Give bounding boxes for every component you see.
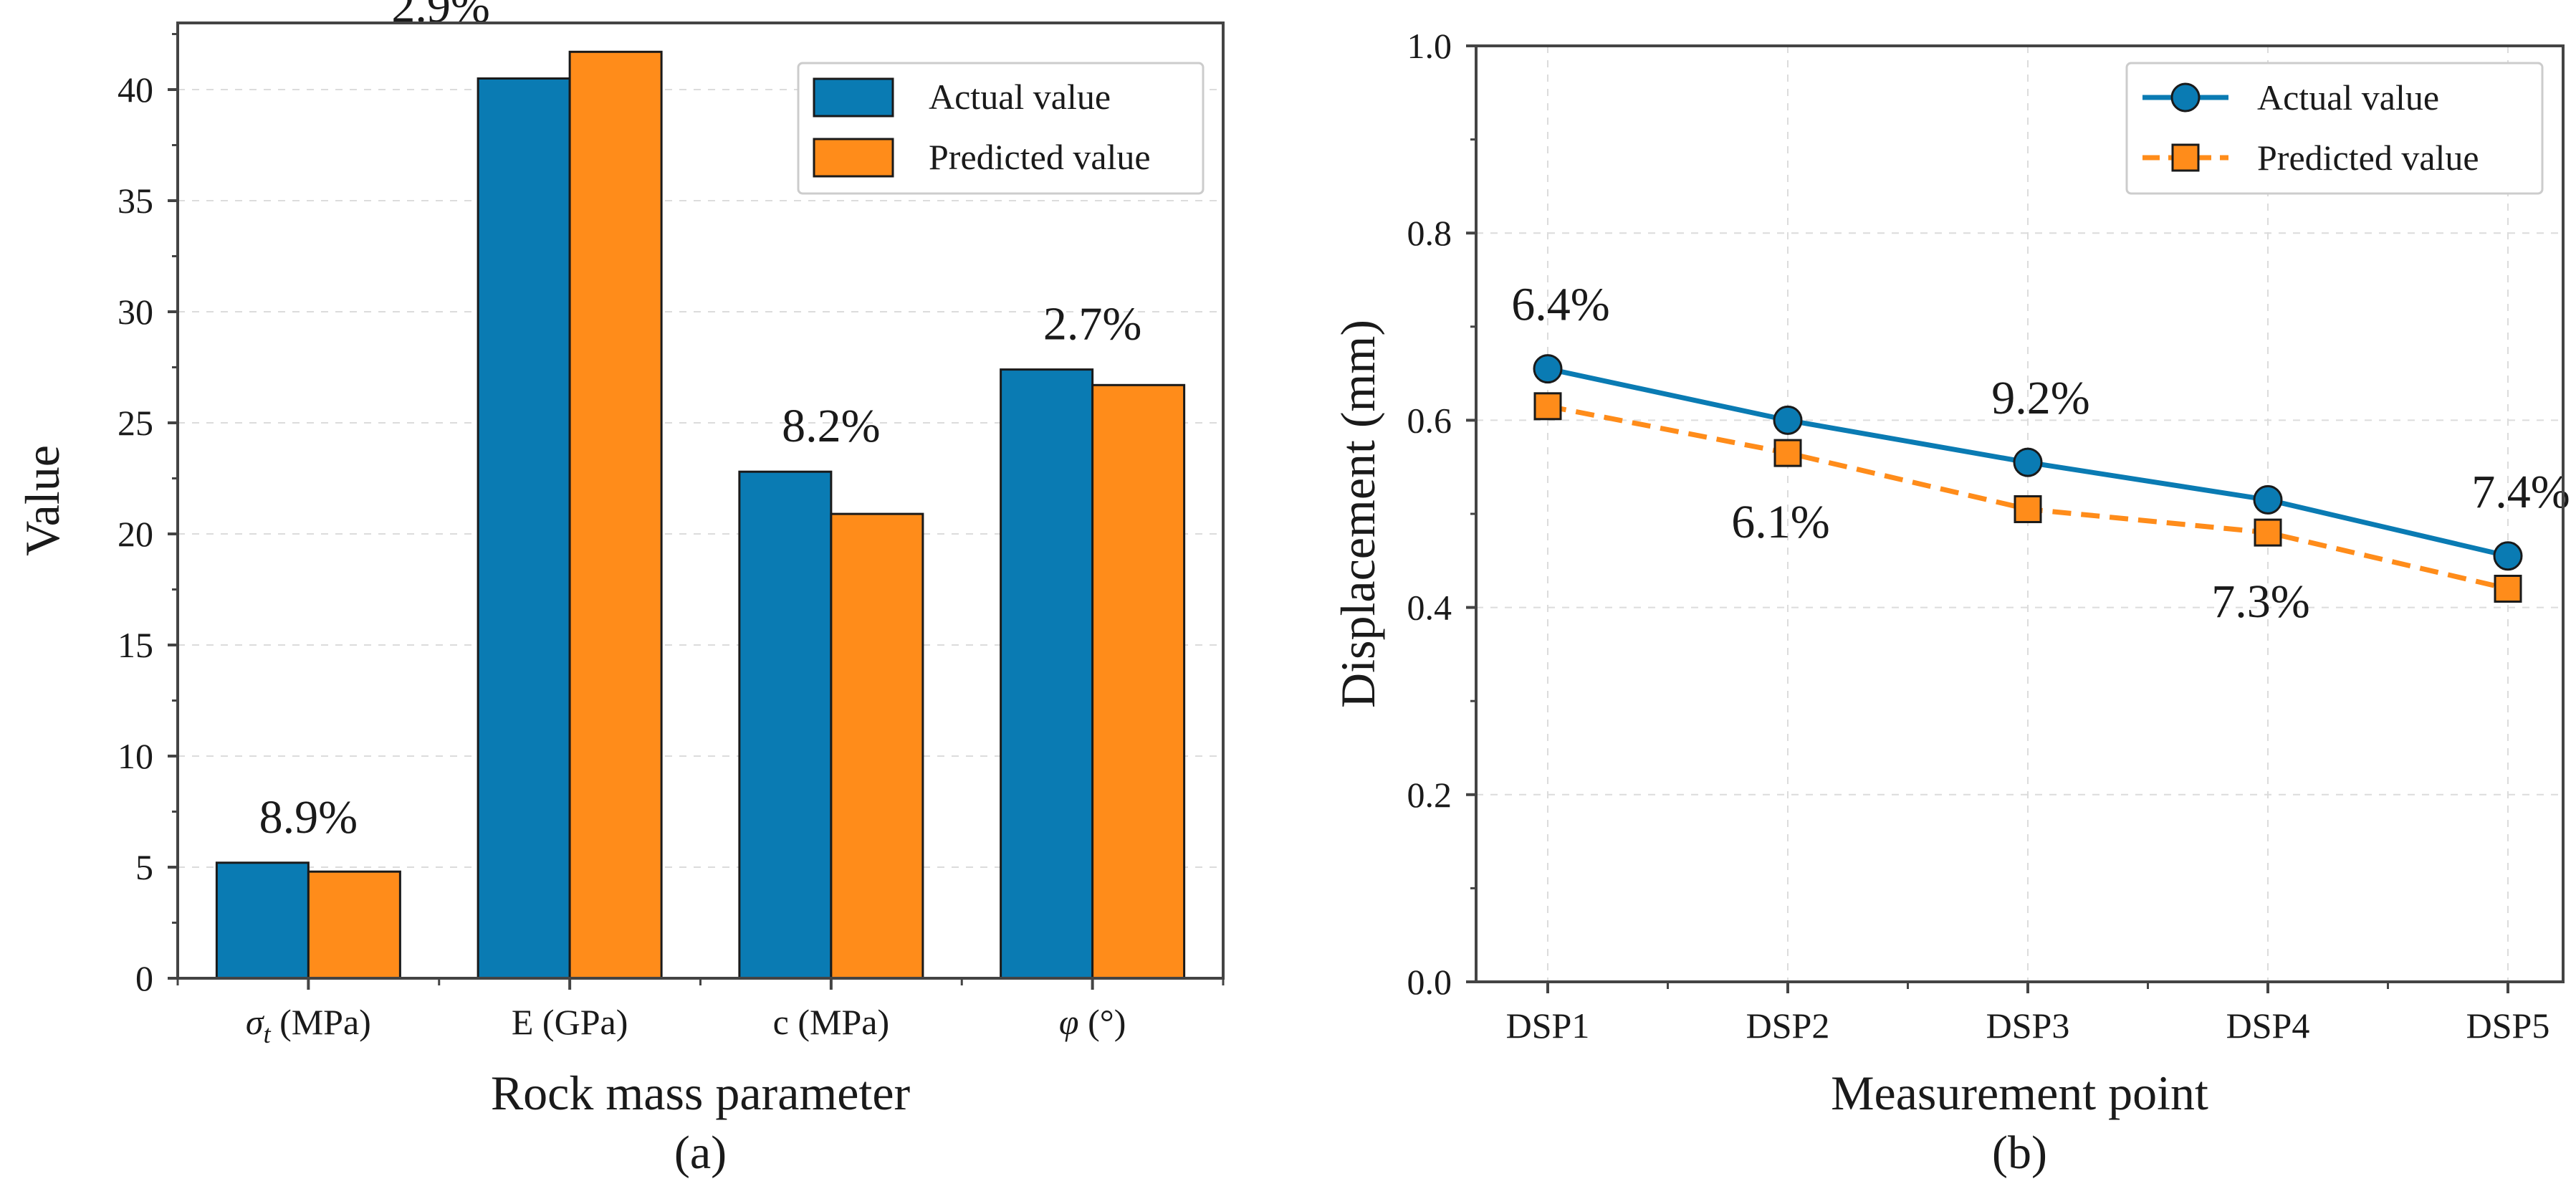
tick-label-main: E (GPa) bbox=[512, 1002, 628, 1042]
series-lines bbox=[1533, 354, 2523, 603]
y-tick-label: 30 bbox=[118, 292, 153, 332]
tick-label-main: c (MPa) bbox=[773, 1002, 889, 1042]
x-tick-label: φ (°) bbox=[1059, 1002, 1126, 1042]
marker-predicted bbox=[1773, 439, 1802, 467]
x-axis-ticks: σt (MPa) E (GPa) c (MPa) φ (°) bbox=[176, 978, 1225, 1048]
y-axis-label: Value bbox=[15, 445, 70, 556]
x-axis-label: Rock mass parameter bbox=[491, 1066, 911, 1120]
y-axis-ticks: 0 5 10 15 20 25 30 35 40 bbox=[118, 33, 178, 998]
x-tick-label: DSP2 bbox=[1746, 1005, 1830, 1046]
y-tick-label: 5 bbox=[135, 847, 153, 887]
x-tick-label: c (MPa) bbox=[773, 1002, 889, 1042]
legend-label: Predicted value bbox=[2257, 138, 2479, 178]
marker-actual bbox=[1773, 405, 1803, 435]
tick-label-unit: (°) bbox=[1079, 1002, 1126, 1042]
panel-label: (b) bbox=[1992, 1127, 2047, 1179]
y-tick-label: 35 bbox=[118, 181, 153, 221]
legend-label: Predicted value bbox=[929, 137, 1151, 177]
grid-lines bbox=[178, 89, 1223, 979]
x-tick-label: DSP1 bbox=[1506, 1005, 1590, 1046]
x-axis-label: Measurement point bbox=[1831, 1066, 2208, 1120]
bar-actual bbox=[215, 861, 310, 980]
y-axis-ticks: 0.0 0.2 0.4 0.6 0.8 1.0 bbox=[1407, 26, 1476, 1002]
bar-actual bbox=[477, 77, 571, 980]
error-annotations: 8.9% 2.9% 8.2% 2.7% bbox=[259, 0, 1142, 844]
y-tick-label: 15 bbox=[118, 625, 153, 665]
legend-marker bbox=[2170, 82, 2201, 113]
x-tick-label: DSP5 bbox=[2466, 1005, 2550, 1046]
legend-swatch bbox=[813, 138, 894, 178]
y-tick-label: 0.0 bbox=[1407, 962, 1452, 1002]
legend-box bbox=[2125, 62, 2544, 195]
bar-chart-panel: 8.9% 2.9% 8.2% 2.7% 0 5 10 15 20 25 30 35 40 σt (MP… bbox=[15, 0, 1225, 1179]
y-tick-label: 1.0 bbox=[1407, 26, 1452, 66]
y-tick-label: 0.6 bbox=[1407, 400, 1452, 440]
legend: Actual value Predicted value bbox=[797, 62, 1205, 195]
error-label: 8.2% bbox=[782, 400, 880, 452]
error-label: 6.4% bbox=[1511, 279, 1609, 331]
bar-predicted bbox=[568, 50, 663, 980]
bar-predicted bbox=[307, 870, 401, 980]
x-tick-label: E (GPa) bbox=[512, 1002, 628, 1042]
legend: Actual value Predicted value bbox=[2125, 62, 2544, 195]
legend-label: Actual value bbox=[929, 77, 1111, 117]
y-tick-label: 0.4 bbox=[1407, 588, 1452, 628]
y-tick-label: 20 bbox=[118, 514, 153, 554]
bar-actual bbox=[1000, 368, 1094, 980]
marker-predicted bbox=[2014, 494, 2042, 523]
marker-predicted bbox=[2254, 518, 2282, 547]
bar-predicted bbox=[830, 512, 924, 980]
y-tick-label: 10 bbox=[118, 736, 153, 776]
x-tick-label: DSP4 bbox=[2226, 1005, 2310, 1046]
bar-actual bbox=[738, 470, 833, 980]
error-label: 8.9% bbox=[259, 791, 358, 844]
tick-label-main: σ bbox=[246, 1002, 265, 1042]
error-label: 2.7% bbox=[1043, 298, 1141, 350]
marker-actual bbox=[2253, 484, 2283, 515]
line-chart-panel: 6.4%6.1%9.2%7.3%7.4% 0.00.20.40.60.81.0 … bbox=[1331, 26, 2570, 1179]
error-annotations: 6.4% 6.1% 9.2% 7.3% 7.4% bbox=[1511, 279, 2570, 629]
panel-label: (a) bbox=[674, 1127, 727, 1179]
error-label: 7.3% bbox=[2211, 575, 2309, 628]
marker-predicted bbox=[2494, 574, 2522, 603]
y-tick-label: 40 bbox=[118, 70, 153, 110]
legend-swatch bbox=[813, 77, 894, 118]
marker-actual bbox=[2493, 541, 2523, 571]
marker-actual bbox=[1533, 354, 1563, 384]
y-tick-label: 0 bbox=[135, 958, 153, 998]
tick-label-unit: (MPa) bbox=[271, 1002, 371, 1042]
y-tick-label: 0.2 bbox=[1407, 775, 1452, 815]
marker-actual bbox=[2013, 447, 2043, 477]
legend-label: Actual value bbox=[2257, 77, 2439, 118]
marker-predicted bbox=[1533, 392, 1562, 421]
x-tick-label: σt (MPa) bbox=[246, 1002, 371, 1048]
tick-label-main: φ bbox=[1059, 1002, 1079, 1042]
x-tick-label: DSP3 bbox=[1986, 1005, 2070, 1046]
error-label: 2.9% bbox=[391, 0, 489, 32]
y-tick-label: 0.8 bbox=[1407, 213, 1452, 253]
bars bbox=[215, 50, 1186, 980]
x-axis-ticks: DSP1 DSP2 DSP3 DSP4 DSP5 bbox=[1506, 982, 2550, 1046]
legend-box bbox=[797, 62, 1205, 195]
legend-marker bbox=[2171, 143, 2200, 172]
bar-predicted bbox=[1091, 383, 1186, 980]
tick-label-subscript: t bbox=[264, 1020, 272, 1048]
error-label: 7.4% bbox=[2471, 466, 2570, 518]
error-label: 9.2% bbox=[1991, 372, 2089, 424]
error-label: 6.1% bbox=[1731, 496, 1829, 548]
y-tick-label: 25 bbox=[118, 403, 153, 443]
y-axis-label: Displacement (mm) bbox=[1331, 320, 1385, 708]
